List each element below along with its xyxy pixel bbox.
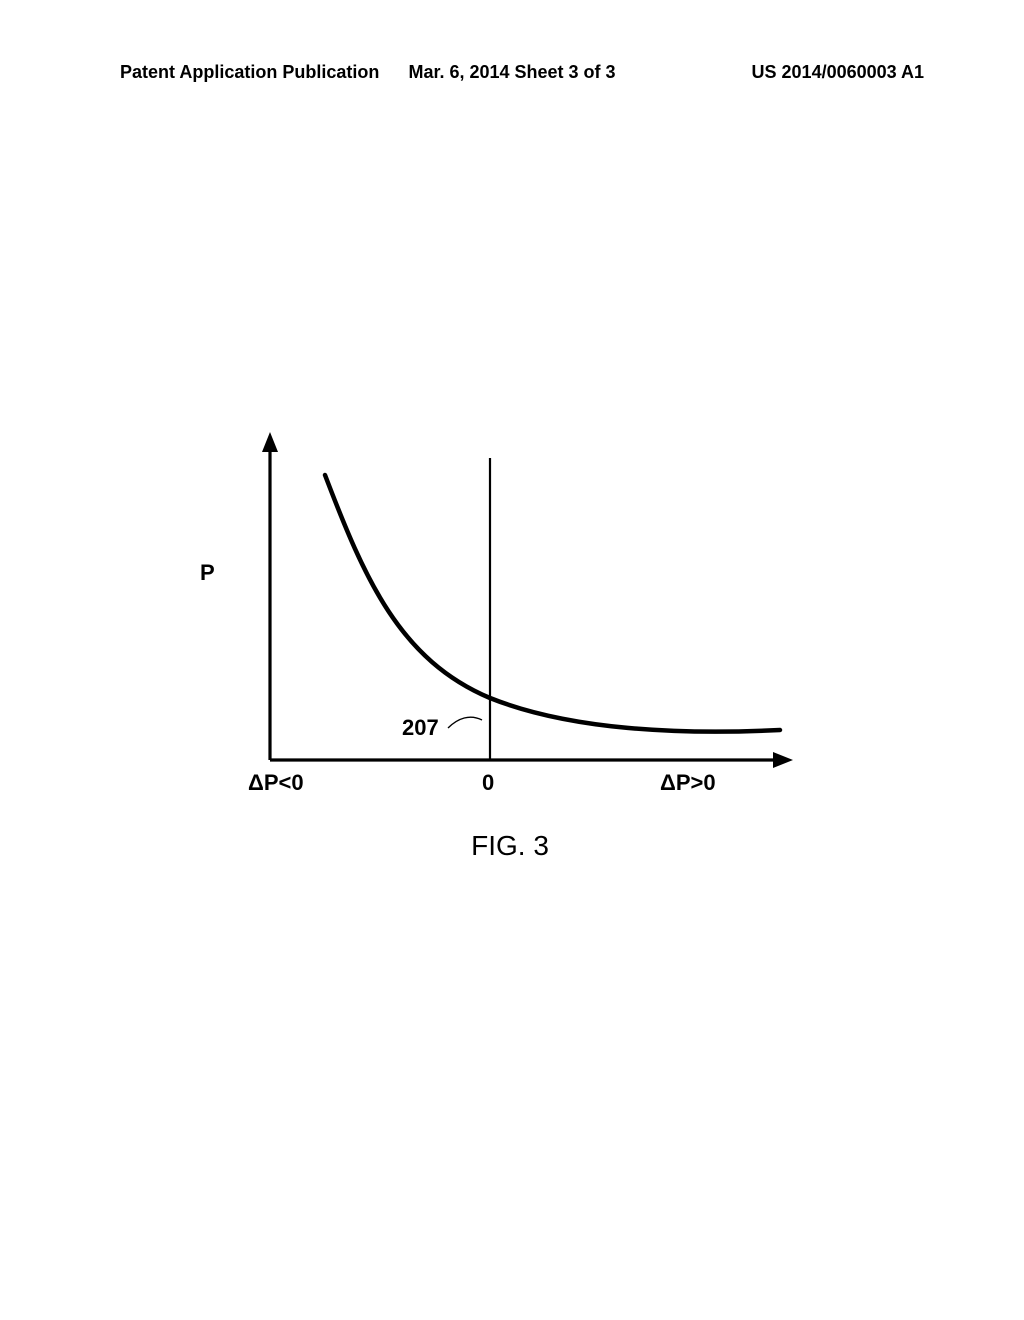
page-root: Patent Application Publication Mar. 6, 2… <box>0 0 1024 1320</box>
curve-reference-label: 207 <box>402 715 439 741</box>
figure-caption: FIG. 3 <box>471 830 549 862</box>
header-publication-type: Patent Application Publication <box>120 62 379 83</box>
x-axis-origin-label: 0 <box>482 770 494 796</box>
figure-3: P ΔP<0 0 ΔP>0 207 FIG. 3 <box>210 430 810 860</box>
curve-207-leader <box>448 717 482 728</box>
y-axis-label: P <box>200 560 215 586</box>
curve-207 <box>325 475 780 732</box>
x-axis-arrowhead <box>773 752 793 768</box>
y-axis-arrowhead <box>262 432 278 452</box>
figure-svg <box>210 430 810 800</box>
x-axis-right-label: ΔP>0 <box>660 770 716 796</box>
header-date-sheet: Mar. 6, 2014 Sheet 3 of 3 <box>408 62 615 83</box>
header-patent-number: US 2014/0060003 A1 <box>752 62 924 83</box>
x-axis-left-label: ΔP<0 <box>248 770 304 796</box>
